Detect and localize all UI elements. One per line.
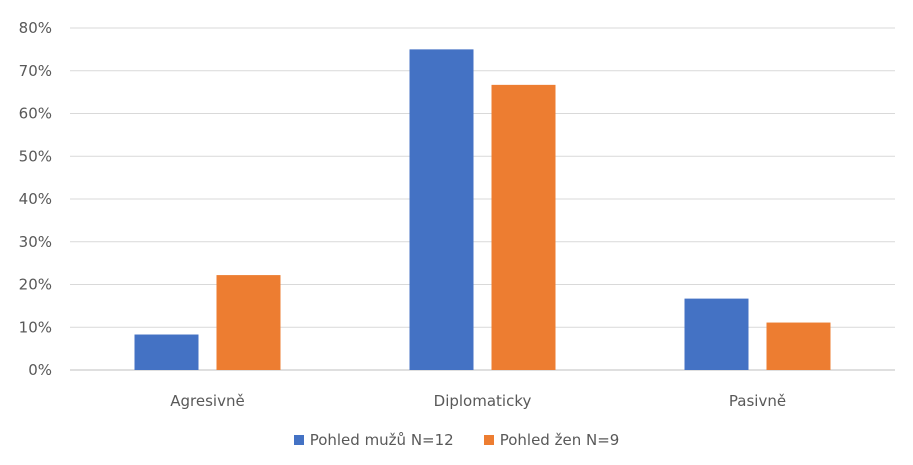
legend-swatch-men xyxy=(293,435,304,445)
y-tick-label: 70% xyxy=(19,62,52,80)
bar-men-1 xyxy=(409,49,474,370)
x-category-label: Agresivně xyxy=(170,392,244,410)
x-category-label: Diplomaticky xyxy=(434,392,532,410)
legend-label-men: Pohled mužů N=12 xyxy=(309,431,454,449)
legend-item-women: Pohled žen N=9 xyxy=(483,431,620,449)
y-tick-label: 0% xyxy=(28,361,52,379)
legend-label-women: Pohled žen N=9 xyxy=(499,431,620,449)
y-tick-label: 40% xyxy=(19,190,52,208)
legend-item-men: Pohled mužů N=12 xyxy=(293,431,454,449)
bar-men-2 xyxy=(684,298,749,370)
y-tick-label: 20% xyxy=(19,276,52,294)
bar-women-1 xyxy=(491,84,556,371)
y-tick-label: 30% xyxy=(19,233,52,251)
legend-swatch-women xyxy=(483,435,494,445)
x-category-label: Pasivně xyxy=(729,392,786,410)
legend: Pohled mužů N=12 Pohled žen N=9 xyxy=(0,431,913,449)
y-tick-label: 50% xyxy=(19,147,52,165)
y-tick-label: 80% xyxy=(19,19,52,37)
bar-women-0 xyxy=(216,275,281,370)
bar-women-2 xyxy=(766,322,831,370)
y-tick-label: 10% xyxy=(19,318,52,336)
bar-men-0 xyxy=(134,334,199,370)
y-tick-label: 60% xyxy=(19,105,52,123)
